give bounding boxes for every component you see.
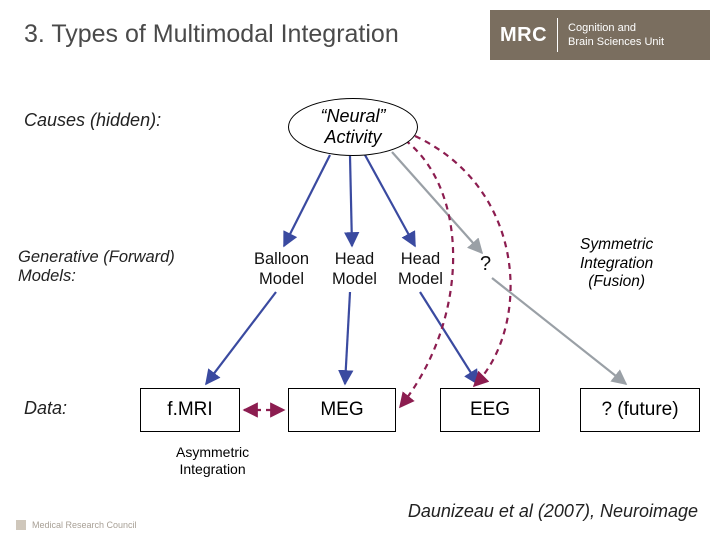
data-future: ? (future) <box>580 388 700 432</box>
node-neural-activity: “Neural” Activity <box>288 98 418 156</box>
data-meg: MEG <box>288 388 396 432</box>
model-balloon: Balloon Model <box>254 250 309 290</box>
footer-logo: Medical Research Council <box>16 520 137 530</box>
data-fmri: f.MRI <box>140 388 240 432</box>
model-question: ? <box>480 252 491 276</box>
model-head-1: Head Model <box>332 250 377 290</box>
model-head-2: Head Model <box>398 250 443 290</box>
data-eeg: EEG <box>440 388 540 432</box>
citation: Daunizeau et al (2007), Neuroimage <box>408 501 698 522</box>
annot-symmetric: Symmetric Integration (Fusion) <box>580 236 653 292</box>
annot-asymmetric: Asymmetric Integration <box>176 444 249 478</box>
footer-icon <box>16 520 26 530</box>
